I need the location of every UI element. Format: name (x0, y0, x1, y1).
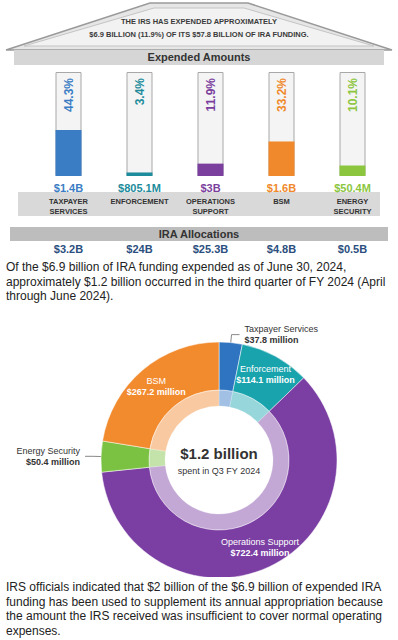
html-text:IRA Allocations: IRA Allocations (158, 228, 240, 240)
html-text:$3.2B: $3.2B (53, 243, 84, 255)
svg-text:Taxpayer Services: Taxpayer Services (245, 324, 319, 334)
svg-text:SERVICES: SERVICES (50, 207, 88, 216)
svg-text:33.2%: 33.2% (275, 78, 289, 112)
svg-text:$267.2 million: $267.2 million (127, 387, 186, 397)
svg-text:10.1%: 10.1% (346, 78, 360, 112)
html-text:Expended Amounts: Expended Amounts (147, 51, 251, 63)
html-text:$24B: $24B (126, 243, 153, 255)
html-text:IRS officials indicated that $: IRS officials indicated that $2 billion … (6, 580, 383, 638)
svg-text:OPERATIONS: OPERATIONS (186, 197, 235, 206)
html-text:$0.5B: $0.5B (337, 243, 368, 255)
svg-text:$805.1M: $805.1M (118, 182, 161, 194)
html-text:$25.3B: $25.3B (192, 243, 229, 255)
svg-text:$37.8 million: $37.8 million (245, 335, 299, 345)
svg-text:$114.1 million: $114.1 million (236, 375, 295, 385)
html-text:Of the $6.9 billion of IRA fun: Of the $6.9 billion of IRA funding expen… (6, 260, 386, 303)
svg-text:$3B: $3B (200, 182, 220, 194)
svg-text:Operations Support: Operations Support (221, 537, 300, 547)
svg-text:spent in Q3 FY 2024: spent in Q3 FY 2024 (178, 466, 260, 476)
svg-text:Energy Security: Energy Security (17, 446, 81, 456)
svg-text:$6.9 BILLION (11.9%) OF ITS $5: $6.9 BILLION (11.9%) OF ITS $57.8 BILLIO… (89, 30, 308, 39)
svg-text:$50.4M: $50.4M (334, 182, 371, 194)
svg-text:ENFORCEMENT: ENFORCEMENT (111, 197, 169, 206)
svg-text:11.9%: 11.9% (204, 78, 218, 112)
svg-text:$1.6B: $1.6B (267, 182, 296, 194)
svg-text:ENERGY: ENERGY (337, 197, 369, 206)
svg-text:$1.2 billion: $1.2 billion (180, 445, 258, 462)
svg-text:$50.4 million: $50.4 million (26, 457, 80, 467)
svg-text:$722.4 million: $722.4 million (231, 548, 290, 558)
svg-text:THE IRS HAS EXPENDED APPROXIMA: THE IRS HAS EXPENDED APPROXIMATELY (121, 17, 277, 26)
svg-text:BSM: BSM (273, 197, 290, 206)
svg-text:Enforcement: Enforcement (240, 364, 292, 374)
svg-text:TAXPAYER: TAXPAYER (49, 197, 89, 206)
svg-text:3.4%: 3.4% (133, 78, 147, 106)
svg-text:BSM: BSM (146, 376, 166, 386)
html-text:$4.8B: $4.8B (266, 243, 297, 255)
svg-text:SUPPORT: SUPPORT (192, 207, 229, 216)
svg-text:SECURITY: SECURITY (334, 207, 372, 216)
svg-text:44.3%: 44.3% (62, 78, 76, 112)
svg-text:$1.4B: $1.4B (54, 182, 83, 194)
